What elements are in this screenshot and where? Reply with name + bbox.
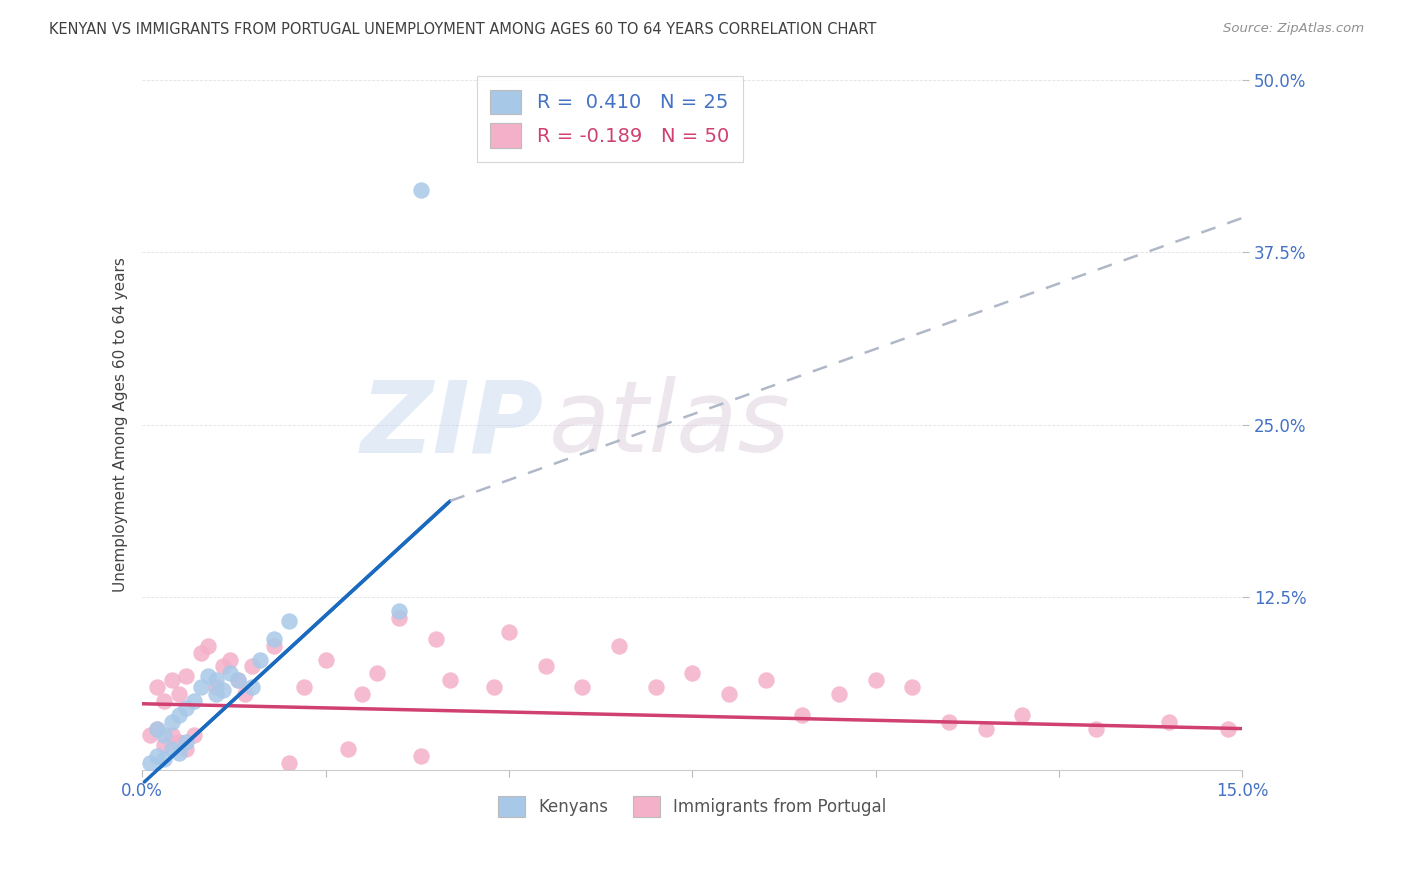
Point [204, 680, 226, 694]
Point [1157, 714, 1180, 729]
Point [167, 735, 190, 749]
Point [153, 694, 176, 708]
Point [204, 687, 226, 701]
Point [183, 694, 205, 708]
Point [153, 729, 176, 743]
Point [278, 756, 301, 770]
Point [484, 680, 506, 694]
Point [409, 183, 432, 197]
Point [439, 673, 461, 688]
Point [212, 659, 235, 673]
Point [534, 659, 557, 673]
Text: Source: ZipAtlas.com: Source: ZipAtlas.com [1223, 22, 1364, 36]
Y-axis label: Unemployment Among Ages 60 to 64 years: Unemployment Among Ages 60 to 64 years [114, 258, 128, 592]
Point [240, 680, 263, 694]
Text: ZIP: ZIP [361, 376, 544, 474]
Point [226, 673, 249, 688]
Point [717, 687, 740, 701]
Point [190, 680, 212, 694]
Point [498, 625, 520, 640]
Point [828, 687, 851, 701]
Point [901, 680, 924, 694]
Point [167, 687, 190, 701]
Point [233, 687, 256, 701]
Point [388, 611, 411, 625]
Point [197, 669, 219, 683]
Point [1216, 722, 1239, 736]
Text: atlas: atlas [550, 376, 792, 474]
Point [1084, 722, 1107, 736]
Point [219, 652, 242, 666]
Point [176, 669, 198, 683]
Point [160, 729, 183, 743]
Point [315, 652, 337, 666]
Point [409, 749, 432, 764]
Point [974, 722, 997, 736]
Point [644, 680, 666, 694]
Point [263, 639, 285, 653]
Point [160, 673, 183, 688]
Point [190, 646, 212, 660]
Point [197, 639, 219, 653]
Point [160, 742, 183, 756]
Legend: Kenyans, Immigrants from Portugal: Kenyans, Immigrants from Portugal [492, 789, 893, 824]
Point [167, 747, 190, 761]
Point [278, 614, 301, 628]
Point [240, 659, 263, 673]
Point [1011, 707, 1033, 722]
Point [219, 666, 242, 681]
Point [167, 707, 190, 722]
Point [571, 680, 593, 694]
Point [336, 742, 359, 756]
Point [425, 632, 447, 646]
Point [176, 735, 198, 749]
Point [183, 729, 205, 743]
Point [138, 756, 160, 770]
Point [263, 632, 285, 646]
Point [388, 604, 411, 618]
Point [146, 680, 169, 694]
Point [226, 673, 249, 688]
Point [146, 749, 169, 764]
Point [352, 687, 374, 701]
Point [755, 673, 778, 688]
Point [938, 714, 960, 729]
Point [153, 752, 176, 766]
Point [681, 666, 703, 681]
Point [204, 673, 226, 688]
Point [160, 714, 183, 729]
Point [865, 673, 887, 688]
Point [607, 639, 630, 653]
Point [138, 729, 160, 743]
Point [366, 666, 388, 681]
Point [292, 680, 315, 694]
Text: KENYAN VS IMMIGRANTS FROM PORTUGAL UNEMPLOYMENT AMONG AGES 60 TO 64 YEARS CORREL: KENYAN VS IMMIGRANTS FROM PORTUGAL UNEMP… [49, 22, 876, 37]
Point [212, 682, 235, 697]
Point [146, 722, 169, 736]
Point [176, 701, 198, 715]
Point [176, 742, 198, 756]
Point [153, 738, 176, 752]
Point [249, 652, 271, 666]
Point [146, 722, 169, 736]
Point [792, 707, 814, 722]
